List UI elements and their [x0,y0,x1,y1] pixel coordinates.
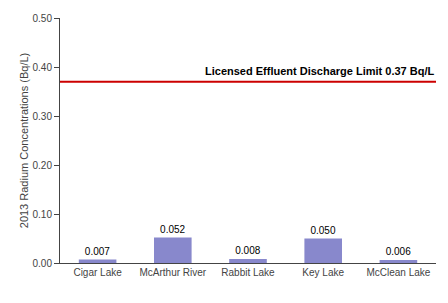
svg-text:0.006: 0.006 [386,246,411,257]
svg-text:0.10: 0.10 [33,209,53,220]
svg-text:0.050: 0.050 [310,225,335,236]
svg-text:0.40: 0.40 [33,62,53,73]
svg-text:0.30: 0.30 [33,111,53,122]
svg-text:0.007: 0.007 [85,246,110,257]
svg-text:0.052: 0.052 [160,224,185,235]
svg-text:Key Lake: Key Lake [302,267,344,278]
svg-text:0.50: 0.50 [33,13,53,24]
svg-text:McArthur River: McArthur River [139,267,206,278]
svg-text:0.20: 0.20 [33,160,53,171]
svg-text:0.00: 0.00 [33,258,53,269]
svg-text:McClean Lake: McClean Lake [366,267,430,278]
svg-text:Licensed Effluent Discharge Li: Licensed Effluent Discharge Limit 0.37 B… [205,65,434,77]
svg-text:2013 Radium Concentrations (Bq: 2013 Radium Concentrations (Bq/L) [18,53,30,228]
svg-text:0.008: 0.008 [235,245,260,256]
svg-text:Cigar Lake: Cigar Lake [73,267,122,278]
svg-text:Rabbit Lake: Rabbit Lake [221,267,275,278]
